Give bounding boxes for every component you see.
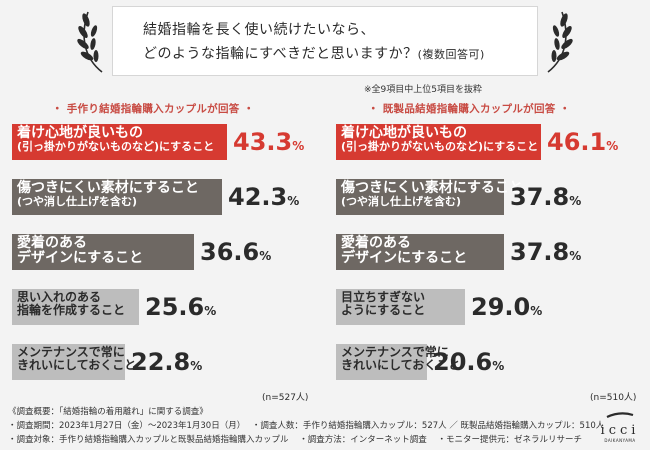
left-chart-title: ・ 手作り結婚指輪購入カップルが回答 ・ — [52, 103, 255, 115]
value-number: 37.8 — [510, 183, 570, 211]
bar-label: 傷つきにくい素材にすること (つや消し仕上げを含む) — [17, 180, 199, 209]
value-label: 42.3% — [228, 183, 299, 211]
value-number: 20.6 — [433, 348, 493, 376]
bar-label-line-1: 思い入れのある — [17, 290, 102, 304]
bar-label-line-1: 愛着のある — [17, 235, 87, 251]
brand-logo-word: icci — [600, 423, 640, 438]
laurel-left-icon — [77, 11, 103, 73]
bar-label: 目立ちすぎない ようにすること — [341, 291, 425, 317]
bar-label: メンテナンスで常に きれいにしておくこと — [17, 346, 136, 372]
survey-provider-text: ・モニター提供元：ゼネラルリサーチ — [437, 435, 582, 445]
left-sample-size: (n=527人) — [262, 393, 309, 403]
brand-logo: icci DAIKANYAMA — [600, 404, 640, 443]
value-label: 36.6% — [200, 238, 271, 266]
bar-label-line-2: きれいにしておくこと — [341, 357, 461, 372]
bar-label: 思い入れのある 指輪を作成すること — [17, 291, 125, 317]
ring-mark-icon — [606, 412, 634, 419]
bar-label: 着け心地が良いもの (引っ掛かりがないものなど)にすること — [17, 125, 215, 154]
question-line-2-text: どのような指輪にすべきだと思いますか？ — [143, 46, 418, 62]
value-label: 46.1% — [547, 128, 618, 156]
value-label: 37.8% — [510, 238, 581, 266]
bar — [336, 124, 541, 160]
question-line-2-note: (複数回答可) — [417, 48, 485, 61]
laurel-right-icon — [547, 11, 573, 73]
bar-label-line-2: (つや消し仕上げを含む) — [341, 195, 462, 209]
value-number: 43.3 — [233, 128, 293, 156]
bar — [12, 344, 125, 380]
bar-label-line-1: 傷つきにくい素材にすること — [341, 180, 523, 196]
value-number: 42.3 — [228, 183, 288, 211]
right-chart-title: ・ 既製品結婚指輪購入カップルが回答 ・ — [368, 103, 571, 115]
bar-label-line-2: 指輪を作成すること — [17, 302, 126, 317]
value-number: 22.8 — [131, 348, 191, 376]
value-label: 20.6% — [433, 348, 504, 376]
bar-label-line-1: メンテナンスで常に — [341, 345, 449, 359]
value-label: 29.0% — [471, 293, 542, 321]
value-unit: % — [492, 359, 505, 373]
bar-label-line-1: 傷つきにくい素材にすること — [17, 180, 199, 196]
bar — [12, 289, 139, 325]
value-label: 37.8% — [510, 183, 581, 211]
bar-label-line-2: (つや消し仕上げを含む) — [17, 195, 138, 209]
bar-label-line-1: 着け心地が良いもの — [17, 125, 143, 141]
survey-title: 《調査概要：「結婚指輪の着用離れ」に関する調査》 — [8, 407, 208, 417]
value-unit: % — [569, 249, 582, 263]
value-unit: % — [259, 249, 272, 263]
bar-label: メンテナンスで常に きれいにしておくこと — [341, 346, 460, 372]
survey-method-text: ・調査方法：インターネット調査 — [299, 435, 427, 445]
bar — [12, 179, 222, 215]
bar — [336, 289, 465, 325]
bar-label: 愛着のある デザインにすること — [17, 235, 144, 267]
bar-label-line-2: ようにすること — [341, 302, 426, 317]
value-label: 43.3% — [233, 128, 304, 156]
footnote-top: ※全9項目中上位5項目を抜粋 — [364, 85, 482, 95]
right-sample-size: (n=510人) — [590, 393, 637, 403]
value-unit: % — [569, 194, 582, 208]
value-unit: % — [287, 194, 300, 208]
survey-period-text: ・調査期間：2023年1月27日（金）〜2023年1月30日（月） — [8, 421, 246, 431]
value-unit: % — [292, 139, 305, 153]
value-unit: % — [530, 304, 543, 318]
bar-label-line-2: (引っ掛かりがないものなど)にすること — [341, 140, 539, 154]
question-line-2: どのような指輪にすべきだと思いますか？(複数回答可) — [143, 43, 485, 63]
bar-label-line-2: デザインにすること — [341, 250, 468, 267]
question-line-1: 結婚指輪を長く使い続けたいなら、 — [143, 22, 375, 38]
bar — [12, 234, 194, 270]
survey-count-text: ・調査人数：手作り結婚指輪購入カップル：527人 ／ 既製品結婚指輪購入カップル… — [251, 421, 605, 431]
bar-label-line-2: (引っ掛かりがないものなど)にすること — [17, 140, 215, 154]
bar-label-line-2: きれいにしておくこと — [17, 357, 137, 372]
bar-label-line-1: 目立ちすぎない — [341, 290, 426, 304]
value-unit: % — [204, 304, 217, 318]
bar — [336, 344, 427, 380]
bar-label-line-1: 愛着のある — [341, 235, 411, 251]
bar-label-line-1: メンテナンスで常に — [17, 345, 125, 359]
question-box: 結婚指輪を長く使い続けたいなら、 どのような指輪にすべきだと思いますか？(複数回… — [112, 6, 538, 76]
value-number: 25.6 — [145, 293, 205, 321]
survey-target-text: ・調査対象：手作り結婚指輪購入カップルと既製品結婚指輪購入カップル — [8, 435, 289, 445]
value-number: 36.6 — [200, 238, 260, 266]
value-unit: % — [606, 139, 619, 153]
bar-label: 着け心地が良いもの (引っ掛かりがないものなど)にすること — [341, 125, 539, 154]
bar-label-line-1: 着け心地が良いもの — [341, 125, 467, 141]
bar-label-line-2: デザインにすること — [17, 250, 144, 267]
bar — [336, 179, 504, 215]
value-number: 37.8 — [510, 238, 570, 266]
bar-label: 愛着のある デザインにすること — [341, 235, 468, 267]
bar — [12, 124, 227, 160]
value-label: 22.8% — [131, 348, 202, 376]
bar — [336, 234, 504, 270]
brand-logo-sub: DAIKANYAMA — [604, 438, 636, 443]
value-number: 46.1 — [547, 128, 607, 156]
value-number: 29.0 — [471, 293, 531, 321]
survey-target: ・調査対象：手作り結婚指輪購入カップルと既製品結婚指輪購入カップル ・調査方法：… — [8, 433, 582, 445]
value-unit: % — [190, 359, 203, 373]
bar-label: 傷つきにくい素材にすること (つや消し仕上げを含む) — [341, 180, 523, 209]
survey-period: ・調査期間：2023年1月27日（金）〜2023年1月30日（月） ・調査人数：… — [8, 419, 604, 431]
value-label: 25.6% — [145, 293, 216, 321]
